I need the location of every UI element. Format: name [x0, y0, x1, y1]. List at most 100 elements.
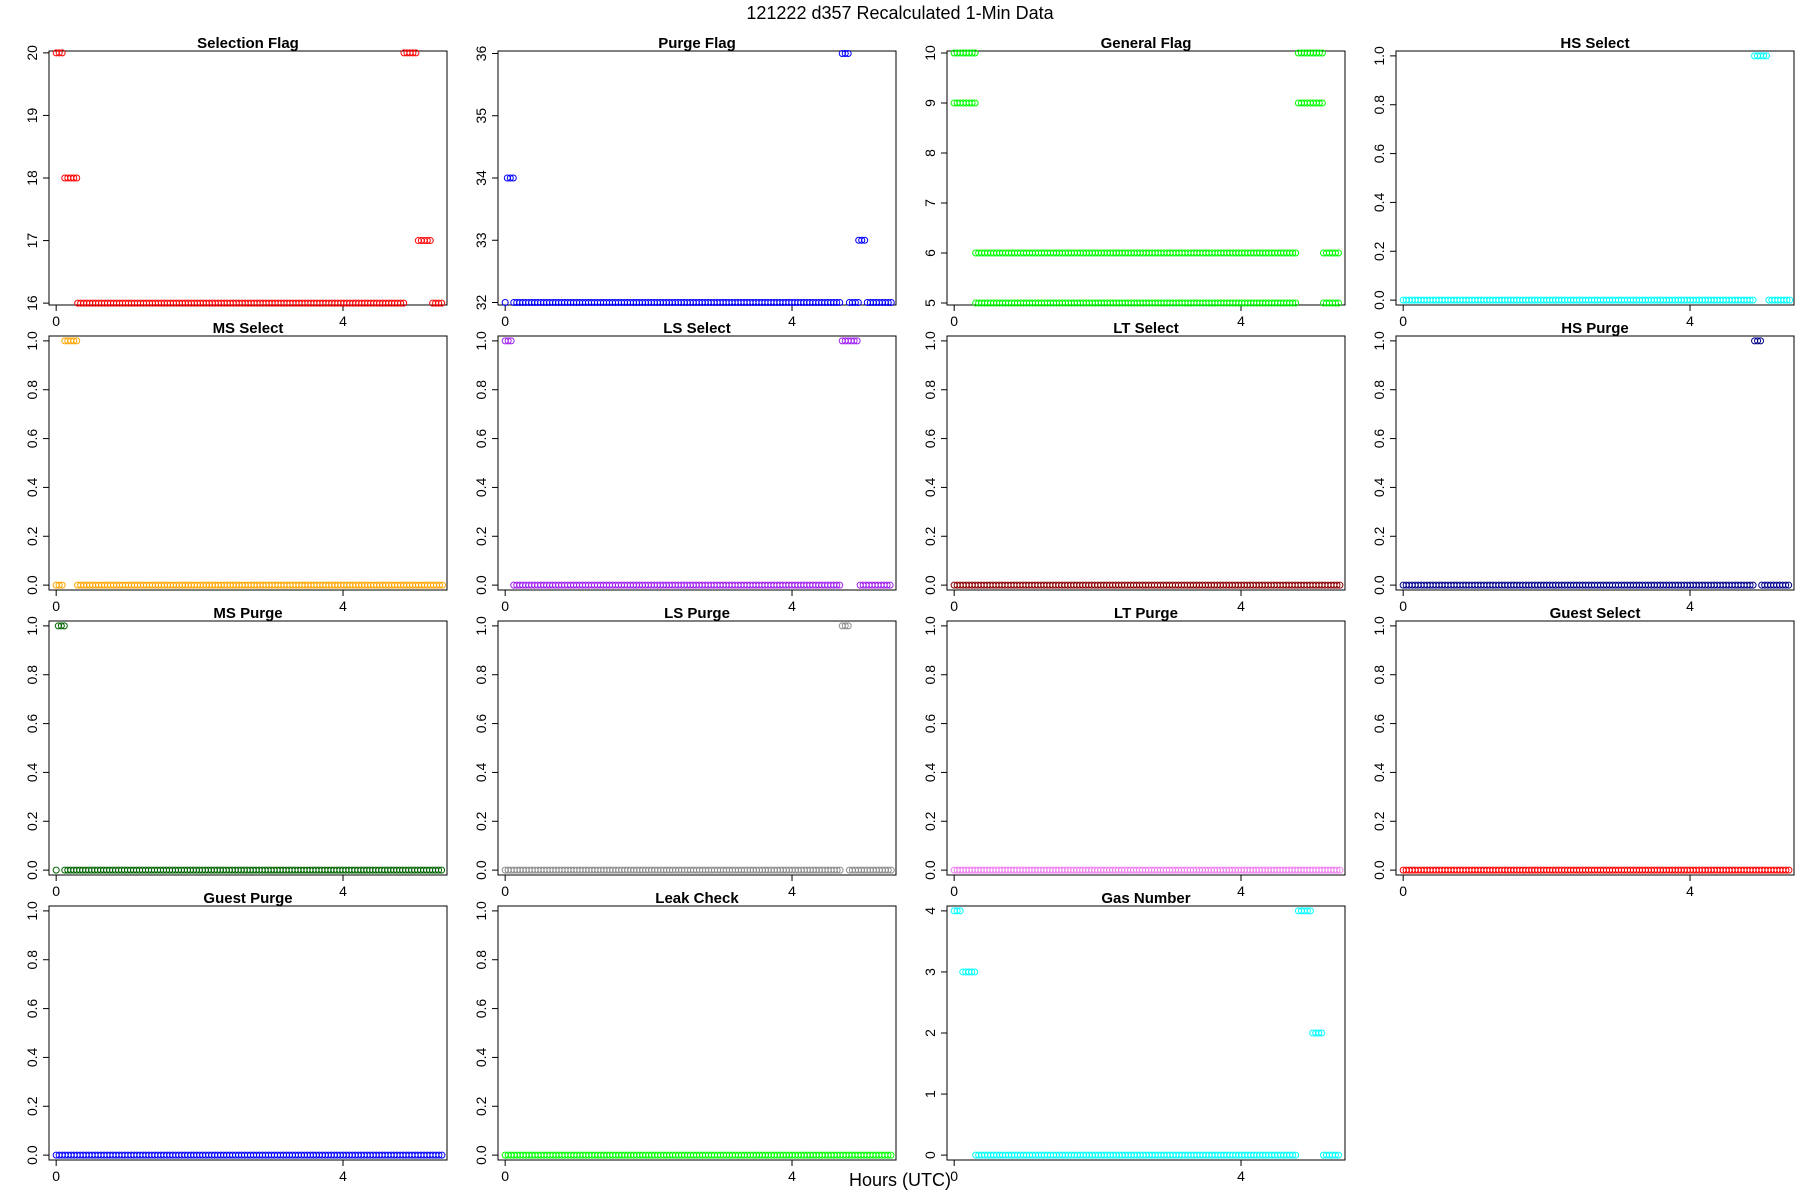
- y-tick-label: 1.0: [24, 901, 40, 921]
- plot-frame: [48, 335, 448, 591]
- x-tick-label: 0: [950, 598, 958, 614]
- y-tick-label: 0.0: [473, 1145, 489, 1165]
- y-tick-label: 1.0: [1371, 46, 1387, 66]
- data-point: [968, 49, 976, 57]
- data-point: [853, 337, 861, 345]
- data-point: [1333, 581, 1341, 589]
- y-tick-label: 0.2: [24, 526, 40, 546]
- data-point: [1334, 249, 1342, 257]
- data-point: [409, 49, 417, 57]
- data-point: [971, 49, 979, 57]
- y-tick-label: 0.0: [473, 575, 489, 595]
- y-tick-label: 0.8: [1371, 665, 1387, 685]
- data-point: [73, 174, 81, 182]
- data-point: [1763, 52, 1771, 60]
- y-tick-label: 0.4: [24, 1047, 40, 1067]
- panel-guest-purge: Guest Purge 0 4 0.0 0.2 0.4 0.6 0.8 1.0: [24, 890, 448, 1184]
- data-point: [884, 866, 892, 874]
- panel-title: HS Purge: [1561, 320, 1629, 337]
- panel-ls-purge: LS Purge 0 4 0.0 0.2 0.4 0.6 0.8 1.0: [473, 605, 897, 899]
- series-points: [501, 622, 895, 874]
- panel-guest-select: Guest Select 0 4 0.0 0.2 0.4 0.6 0.8 1.0: [1371, 605, 1795, 899]
- data-point: [884, 1151, 892, 1159]
- data-point: [1289, 299, 1297, 307]
- data-point: [1782, 581, 1790, 589]
- y-tick-label: 0.6: [24, 429, 40, 449]
- data-point: [1749, 581, 1757, 589]
- y-tick-label: 0.0: [1371, 290, 1387, 310]
- plot-frame: [946, 905, 1346, 1161]
- data-point: [1336, 866, 1344, 874]
- data-point: [1289, 1151, 1297, 1159]
- x-axis-label: Hours (UTC): [849, 1170, 951, 1190]
- y-tick-label: 0.8: [1371, 95, 1387, 115]
- series-points: [52, 337, 447, 589]
- data-point: [60, 622, 68, 630]
- panel-title: Leak Check: [655, 890, 739, 907]
- x-tick-label: 0: [501, 883, 509, 899]
- y-tick-label: 1.0: [473, 901, 489, 921]
- y-tick-label: 0.2: [922, 526, 938, 546]
- data-point: [412, 49, 420, 57]
- y-tick-label: 1.0: [473, 331, 489, 351]
- data-point: [55, 581, 63, 589]
- plot-frame: [946, 335, 1346, 591]
- y-tick-label: 0.4: [1371, 192, 1387, 212]
- plot-frame: [497, 905, 897, 1161]
- data-point: [1331, 249, 1339, 257]
- data-point: [858, 236, 866, 244]
- data-point: [57, 622, 65, 630]
- figure-title: 121222 d357 Recalculated 1-Min Data: [746, 3, 1054, 23]
- data-point: [851, 299, 859, 307]
- x-tick-label: 4: [1237, 313, 1245, 329]
- panel-title: General Flag: [1101, 35, 1192, 52]
- x-tick-label: 4: [339, 598, 347, 614]
- plot-frame: [1395, 620, 1795, 876]
- y-tick-label: 18: [24, 170, 40, 186]
- panel-hs-purge: HS Purge 0 4 0.0 0.2 0.4 0.6 0.8 1.0: [1371, 320, 1795, 614]
- y-tick-label: 1: [922, 1090, 938, 1098]
- series-points: [1399, 866, 1793, 874]
- data-point: [1318, 1029, 1326, 1037]
- y-tick-label: 19: [24, 107, 40, 123]
- data-point: [1754, 337, 1762, 345]
- panel-title: MS Purge: [213, 605, 282, 622]
- data-point: [400, 299, 408, 307]
- data-point: [73, 337, 81, 345]
- panel-title: HS Select: [1560, 35, 1629, 52]
- series-points: [950, 49, 1342, 307]
- y-tick-label: 0.8: [24, 665, 40, 685]
- y-tick-label: 1.0: [24, 331, 40, 351]
- data-point: [1318, 99, 1326, 107]
- plot-frame: [946, 620, 1346, 876]
- data-point: [501, 299, 509, 307]
- x-tick-label: 0: [1399, 883, 1407, 899]
- data-point: [841, 49, 849, 57]
- data-point: [426, 237, 434, 245]
- y-tick-label: 0.8: [473, 665, 489, 685]
- y-tick-label: 16: [24, 295, 40, 311]
- series-points: [1399, 52, 1794, 304]
- x-tick-label: 4: [1686, 313, 1694, 329]
- panel-title: Guest Purge: [203, 890, 292, 907]
- y-tick-label: 1.0: [922, 616, 938, 636]
- y-tick-label: 0.4: [473, 1047, 489, 1067]
- data-point: [1303, 907, 1311, 915]
- y-tick-label: 0.2: [1371, 811, 1387, 831]
- y-tick-label: 20: [24, 45, 40, 61]
- y-tick-label: 0.4: [24, 477, 40, 497]
- data-point: [438, 866, 446, 874]
- panel-title: LS Purge: [664, 605, 730, 622]
- data-point: [58, 49, 66, 57]
- y-tick-label: 0.0: [1371, 575, 1387, 595]
- data-point: [1315, 49, 1323, 57]
- y-tick-label: 0.0: [24, 860, 40, 880]
- y-tick-label: 0: [922, 1151, 938, 1159]
- y-tick-label: 8: [922, 149, 938, 157]
- plot-frame: [946, 50, 1346, 306]
- y-tick-label: 10: [922, 45, 938, 61]
- y-tick-label: 2: [922, 1029, 938, 1037]
- x-tick-label: 4: [788, 883, 796, 899]
